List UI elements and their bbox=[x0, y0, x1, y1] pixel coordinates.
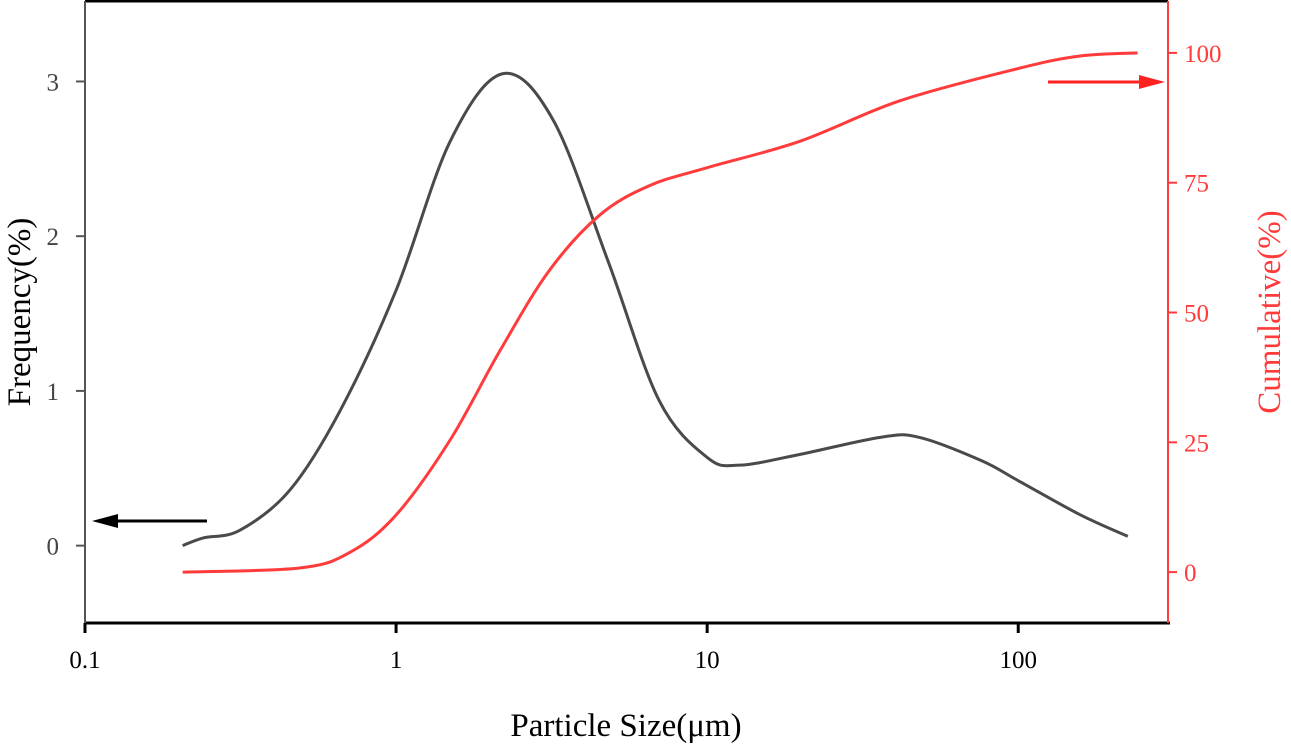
left-arrow-icon bbox=[92, 514, 118, 528]
y-tick-label: 3 bbox=[47, 69, 60, 96]
y-tick-label: 2 bbox=[47, 224, 60, 251]
y-tick-label: 0 bbox=[47, 534, 60, 561]
series-line-cumulative bbox=[182, 51, 1138, 574]
y2-tick-label: 25 bbox=[1184, 430, 1209, 457]
y-axis-label: Frequency(%) bbox=[2, 218, 38, 407]
y2-tick-label: 100 bbox=[1184, 41, 1222, 68]
y2-tick-label: 50 bbox=[1184, 301, 1209, 328]
y2-tick-label: 75 bbox=[1184, 171, 1209, 198]
x-tick-label: 100 bbox=[999, 647, 1037, 674]
y-tick-label: 1 bbox=[47, 379, 60, 406]
y2-axis-label: Cumulative(%) bbox=[1252, 210, 1288, 413]
x-tick-label: 1 bbox=[390, 647, 403, 674]
x-tick-label: 0.1 bbox=[69, 647, 100, 674]
y2-tick-label: 0 bbox=[1184, 560, 1197, 587]
right-arrow-icon bbox=[1139, 75, 1165, 89]
x-axis-label: Particle Size(μm) bbox=[510, 708, 741, 744]
x-tick-label: 10 bbox=[695, 647, 720, 674]
series-line-frequency bbox=[182, 71, 1129, 548]
